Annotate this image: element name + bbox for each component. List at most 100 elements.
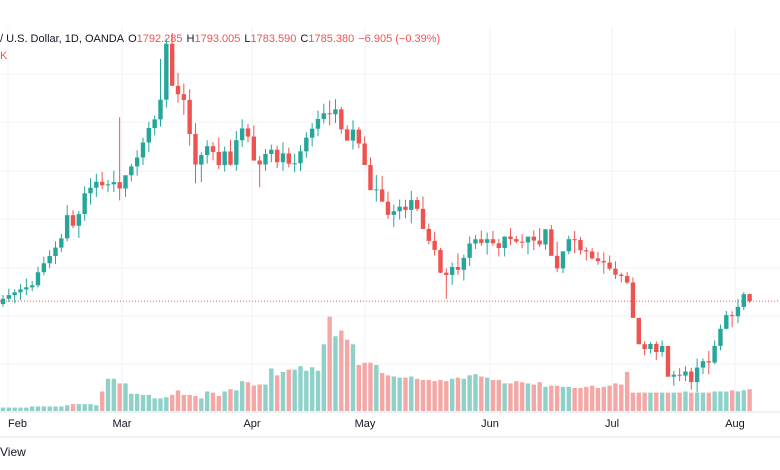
candle-body — [251, 136, 257, 161]
candle-body — [444, 272, 449, 275]
volume-bar — [29, 406, 35, 411]
candle-body — [158, 99, 163, 120]
volume-bar — [718, 391, 723, 411]
volume-bar — [169, 394, 175, 411]
candle-body — [706, 361, 711, 363]
volume-bar — [508, 383, 513, 411]
volume-bar — [181, 394, 187, 411]
volume-bar — [648, 392, 653, 411]
volume-bar — [426, 379, 432, 411]
candle-body — [117, 182, 122, 189]
volume-bar — [47, 406, 52, 411]
candle-body — [344, 129, 350, 141]
volume-bar — [105, 378, 111, 411]
volume-bar — [601, 386, 606, 411]
volume-bar — [589, 385, 595, 411]
candle-body — [735, 306, 741, 317]
candle-body — [123, 175, 128, 189]
candle-body — [700, 361, 706, 368]
legend-ohlc: / U.S. Dollar, 1D, OANDA O1792.285 H1793.0… — [0, 33, 444, 45]
candle-body — [420, 208, 426, 229]
volume-bar — [321, 344, 327, 411]
candle-body — [41, 263, 47, 273]
candle-body — [514, 239, 519, 242]
candle-body — [426, 228, 432, 241]
volume-bar — [595, 388, 601, 411]
candle-body — [642, 344, 647, 349]
candle-body — [298, 151, 303, 164]
volume-bar — [368, 362, 373, 411]
close-value: 1785.380 — [308, 33, 355, 45]
high-label: H — [186, 33, 195, 45]
volume-bar — [193, 396, 198, 411]
volume-bar — [327, 316, 332, 411]
candle-body — [566, 239, 572, 252]
volume-bar — [304, 370, 309, 411]
candle-body — [134, 157, 140, 167]
volume-bar — [724, 391, 729, 411]
volume-bar — [385, 375, 391, 411]
candle-body — [659, 345, 665, 353]
volume-bar — [222, 391, 227, 411]
volume-bar — [140, 394, 146, 411]
x-tick-label: May — [355, 418, 376, 430]
candle-body — [636, 317, 641, 345]
volume-bar — [257, 384, 262, 411]
candle-body — [729, 315, 735, 317]
candle-body — [193, 133, 198, 165]
candle-body — [490, 239, 496, 244]
volume-bar — [484, 377, 490, 411]
volume-bar — [53, 406, 58, 411]
candle-body — [82, 193, 87, 215]
volume-bar — [274, 375, 280, 411]
volume-bar — [665, 392, 671, 411]
candle-body — [140, 142, 146, 158]
volume-bar — [735, 391, 741, 411]
candle-body — [47, 256, 52, 264]
candle-body — [630, 282, 636, 318]
volume-bar — [525, 383, 531, 411]
candle-body — [508, 236, 513, 240]
volume-bar — [339, 330, 344, 411]
volume-bar — [514, 381, 519, 411]
volume-bar — [269, 368, 274, 411]
candlestick-series — [0, 33, 752, 393]
volume-bar — [292, 369, 297, 411]
candle-body — [210, 146, 216, 152]
candle-body — [35, 272, 41, 286]
volume-bar — [554, 385, 560, 411]
volume-bar — [671, 392, 676, 411]
volume-bar — [344, 339, 350, 411]
low-label: L — [244, 33, 251, 45]
volume-bar — [123, 383, 128, 411]
volume-bar — [397, 377, 402, 411]
candle-body — [543, 229, 548, 245]
volume-bar — [59, 406, 64, 411]
candle-body — [531, 236, 537, 241]
candle-body — [665, 345, 671, 377]
candle-body — [467, 243, 472, 258]
open-value: 1792.285 — [136, 33, 183, 45]
candle-body — [473, 239, 478, 244]
close-label: C — [300, 33, 309, 45]
volume-bar — [414, 378, 420, 411]
candle-body — [222, 151, 227, 166]
volume-bar — [619, 384, 624, 411]
candle-body — [537, 240, 542, 245]
candle-body — [362, 143, 367, 166]
volume-bar — [607, 385, 612, 411]
candle-body — [88, 187, 93, 194]
volume-bar — [502, 383, 507, 411]
view-link[interactable]: View — [0, 445, 26, 459]
candle-body — [64, 215, 70, 239]
candle-body — [304, 137, 309, 152]
volume-bar — [309, 367, 315, 411]
candle-body — [286, 153, 292, 164]
candle-body — [274, 149, 280, 163]
volume-bar — [642, 392, 647, 411]
volume-bar — [677, 392, 682, 411]
candle-body — [624, 276, 630, 283]
volume-bar — [566, 386, 572, 411]
volume-bar — [251, 385, 257, 411]
